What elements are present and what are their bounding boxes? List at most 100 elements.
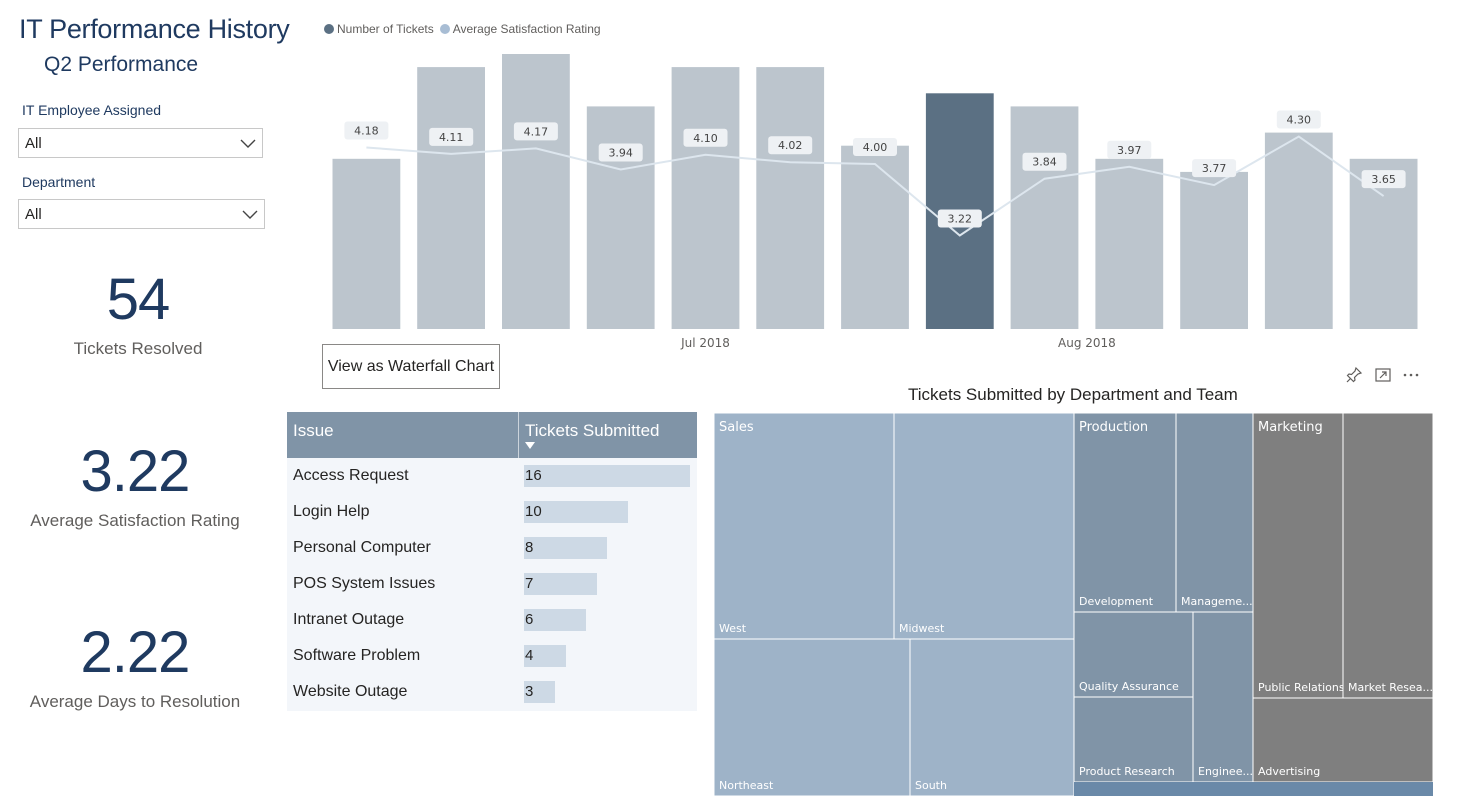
svg-text:3.84: 3.84 [1032,156,1057,169]
svg-text:4.11: 4.11 [439,131,464,144]
treemap-tile-label: Quality Assurance [1079,680,1179,693]
x-axis-tick-label: Jul 2018 [680,336,730,350]
tickets-bar[interactable] [332,158,401,329]
legend-dot-icon [324,24,334,34]
it-employee-dropdown[interactable]: All [18,128,263,158]
treemap-title: Tickets Submitted by Department and Team [908,385,1238,404]
rating-data-label: 3.94 [598,143,643,162]
focus-mode-icon[interactable] [1374,366,1392,384]
kpi-tickets-resolved-label: Tickets Resolved [73,339,203,358]
tickets-bar[interactable] [586,106,655,330]
tickets-bar[interactable] [841,145,909,329]
table-row[interactable]: Intranet Outage 6 [287,604,697,640]
table-header: Issue Tickets Submitted [287,412,697,458]
legend-label-tickets: Number of Tickets [337,22,434,36]
report-title: IT Performance History [19,14,290,44]
treemap-tile[interactable] [1073,696,1194,783]
view-as-waterfall-button[interactable]: View as Waterfall Chart [322,344,500,389]
issue-cell: POS System Issues [293,575,436,592]
rating-data-label: 4.00 [853,138,897,156]
table-row[interactable]: Software Problem 4 [287,640,697,676]
rating-data-label: 4.11 [429,127,474,146]
table-row[interactable]: Access Request 16 [287,460,697,496]
treemap-tile-label: Enginee... [1198,765,1253,778]
tickets-data-bar [524,573,597,595]
department-dropdown-value: All [25,206,42,223]
treemap-group-label: Sales [719,420,754,435]
tickets-cell: 7 [525,575,534,592]
legend-item-rating[interactable]: Average Satisfaction Rating [439,22,601,36]
tickets-data-bar [524,501,628,523]
rating-data-label: 4.17 [513,122,558,141]
sort-descending-icon[interactable] [525,442,535,449]
column-header-issue[interactable]: Issue [293,421,334,440]
treemap-tile[interactable] [1342,412,1433,699]
table-row[interactable]: POS System Issues 7 [287,568,697,604]
tickets-bar[interactable] [1095,158,1164,329]
treemap-tile[interactable] [1175,412,1254,613]
treemap-tile[interactable] [1074,782,1433,796]
chevron-down-icon [242,210,258,219]
treemap-tile-label: Northeast [719,779,774,792]
tickets-bar[interactable] [502,54,570,329]
svg-text:3.65: 3.65 [1371,173,1396,186]
tickets-bar[interactable] [1264,132,1333,329]
department-dropdown[interactable]: All [18,199,265,229]
treemap-tile-label: Advertising [1258,765,1320,778]
treemap-tile[interactable] [713,412,895,640]
legend-dot-icon [439,24,450,34]
tickets-bar[interactable] [1010,106,1079,330]
tickets-bar[interactable] [417,67,485,329]
kpi-avg-satisfaction-value: 3.22 [80,439,191,504]
treemap-tile[interactable] [1073,611,1194,698]
table-row[interactable]: Website Outage 3 [287,676,697,712]
svg-text:3.94: 3.94 [608,147,633,160]
treemap-tile[interactable] [1073,412,1177,613]
pin-icon[interactable] [1345,366,1363,384]
tickets-cell: 8 [525,539,534,556]
treemap-tile-label: Public Relations [1258,681,1345,694]
tickets-bar[interactable] [671,67,740,329]
rating-data-label: 3.22 [937,209,982,228]
treemap-tile[interactable] [909,638,1075,796]
treemap-group-sales[interactable]: West Midwest Northeast South Sales [713,412,1075,796]
tickets-cell: 3 [525,683,534,700]
svg-text:4.02: 4.02 [778,139,803,152]
treemap-tile[interactable] [1192,611,1254,783]
tickets-data-bar [524,645,566,667]
column-divider [518,412,519,458]
svg-text:3.97: 3.97 [1117,144,1142,157]
treemap-tile-label: Midwest [899,622,945,635]
slicer-label-department: Department [22,174,96,190]
treemap-group-production[interactable]: Development Manageme... Quality Assurance P… [1073,412,1254,783]
chevron-down-icon [240,139,256,148]
svg-text:4.30: 4.30 [1287,114,1312,127]
rating-data-label: 4.02 [768,136,813,155]
tickets-bar[interactable] [1180,171,1248,329]
treemap-tile[interactable] [1252,412,1344,699]
treemap-tile-label: Development [1079,595,1154,608]
tickets-data-bar [524,465,690,487]
issue-cell: Login Help [293,503,370,520]
tickets-data-bar [524,609,587,631]
rating-data-label: 3.65 [1361,170,1406,189]
rating-data-label: 3.97 [1107,140,1152,159]
kpi-tickets-resolved-value: 54 [106,267,171,332]
column-header-tickets-submitted[interactable]: Tickets Submitted [525,421,660,440]
issue-cell: Access Request [293,467,409,484]
tickets-cell: 10 [525,503,542,520]
table-row[interactable]: Personal Computer 8 [287,532,697,568]
tickets-bar[interactable] [756,67,825,329]
more-options-icon[interactable] [1402,366,1420,384]
chart-legend: Number of Tickets Average Satisfaction R… [324,22,607,36]
treemap-tile[interactable] [713,638,911,796]
legend-label-rating: Average Satisfaction Rating [452,22,601,36]
treemap-tile[interactable] [893,412,1075,640]
tickets-data-bar [524,537,607,559]
treemap-tile[interactable] [1252,697,1433,783]
table-row[interactable]: Login Help 10 [287,496,697,532]
legend-item-tickets[interactable]: Number of Tickets [324,22,434,36]
svg-text:4.17: 4.17 [524,125,549,138]
treemap-tile-label: Product Research [1079,765,1175,778]
treemap-group-marketing[interactable]: Public Relations Market Resea... Advertisi… [1252,412,1433,783]
